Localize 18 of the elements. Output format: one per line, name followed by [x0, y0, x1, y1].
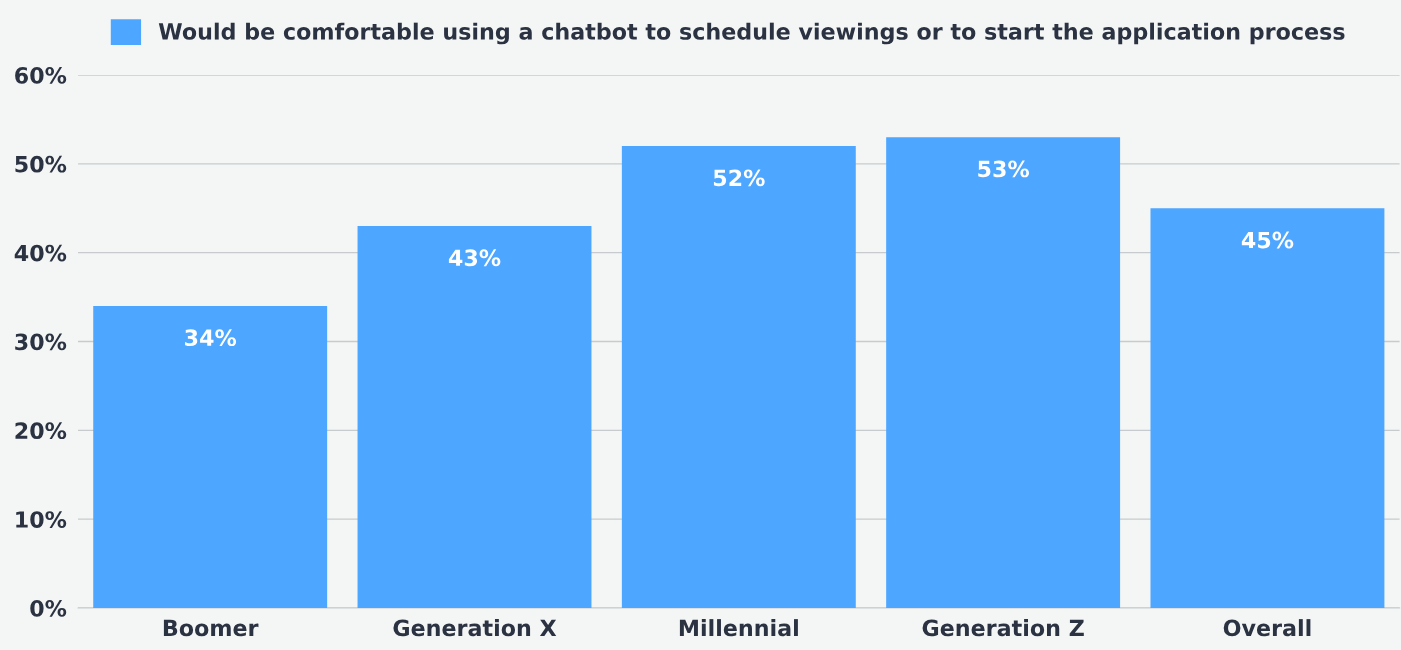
data-label: 43%: [448, 249, 501, 267]
data-label: 34%: [185, 329, 237, 347]
y-tick-label: 50%: [15, 155, 67, 173]
legend-label: Would be comfortable using a chatbot to schedule viewings or to start the application process: [158, 22, 1345, 45]
y-tick-label: 10%: [16, 511, 67, 528]
x-tick-label: Millennial: [679, 619, 798, 637]
y-tick-label: 40%: [14, 244, 67, 262]
data-label: 45%: [1241, 231, 1294, 249]
y-tick-label: 30%: [15, 333, 67, 351]
x-tick-label: Boomer: [163, 619, 259, 637]
data-label: 52%: [713, 169, 765, 187]
y-tick-label: 0%: [30, 599, 67, 617]
x-tick-label: Generation X: [393, 619, 557, 637]
y-tick-label: 20%: [15, 422, 67, 440]
y-tick-label: 60%: [15, 66, 67, 84]
x-tick-label: Overall: [1223, 619, 1311, 637]
data-label: 53%: [978, 160, 1030, 178]
x-tick-label: Generation Z: [922, 619, 1084, 637]
